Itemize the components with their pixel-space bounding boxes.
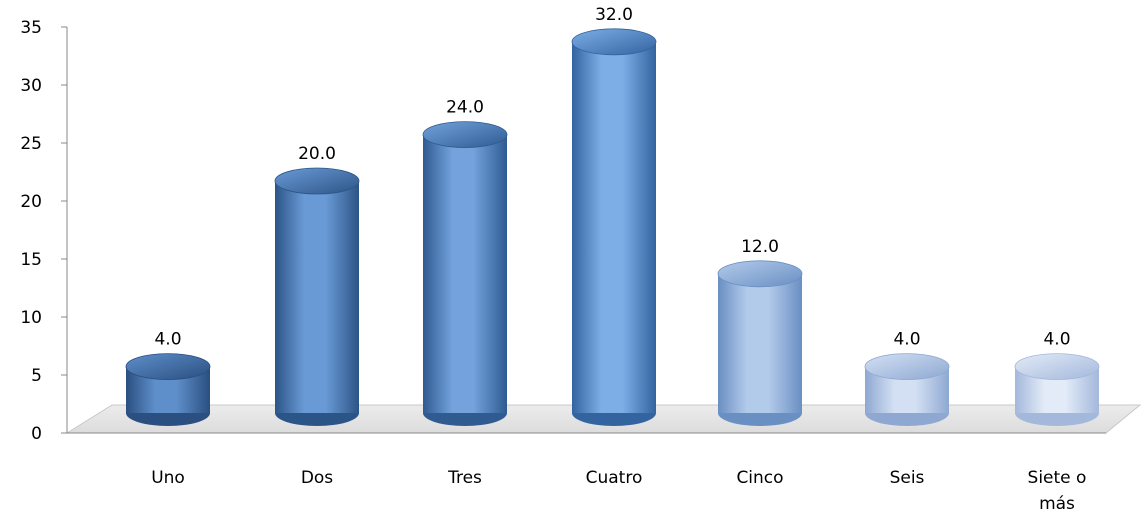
y-tick-label: 0 xyxy=(31,424,42,444)
y-tick-label: 30 xyxy=(20,76,42,96)
data-label: 4.0 xyxy=(1043,330,1070,350)
bar-body xyxy=(718,273,802,413)
x-tick-label: Cinco xyxy=(736,468,783,488)
bar-siete-o-más xyxy=(1014,353,1100,426)
bar-uno xyxy=(125,353,211,426)
data-label: 4.0 xyxy=(893,330,920,350)
y-tick-label: 35 xyxy=(20,18,42,38)
data-label: 20.0 xyxy=(298,144,336,164)
bar-body xyxy=(275,181,359,413)
bar-dos xyxy=(274,167,360,426)
bar-top xyxy=(422,121,508,149)
x-tick-label: Dos xyxy=(301,468,333,488)
x-tick-label: Siete o más xyxy=(1028,468,1087,514)
bar-cinco xyxy=(717,260,803,426)
x-tick-label: Uno xyxy=(151,468,185,488)
y-tick-label: 5 xyxy=(31,366,42,386)
bar-top xyxy=(1014,353,1100,381)
y-tick-label: 25 xyxy=(20,134,42,154)
x-tick-label: Tres xyxy=(447,468,482,488)
y-tick-label: 20 xyxy=(20,192,42,212)
bar-top xyxy=(125,353,211,381)
data-label: 12.0 xyxy=(741,237,779,257)
bar-seis xyxy=(864,353,950,426)
y-tick-label: 10 xyxy=(20,308,42,328)
data-label: 4.0 xyxy=(154,330,181,350)
bar-top xyxy=(274,167,360,195)
bar-body xyxy=(423,134,507,413)
x-tick-label: Seis xyxy=(890,468,925,488)
y-tick-label: 15 xyxy=(20,250,42,270)
bar-top xyxy=(864,353,950,381)
data-label: 24.0 xyxy=(446,98,484,118)
bar-cuatro xyxy=(571,28,657,426)
x-tick-label: Cuatro xyxy=(586,468,643,488)
bar-tres xyxy=(422,121,508,426)
bar-body xyxy=(572,41,656,414)
bar-top xyxy=(717,260,803,288)
data-label: 32.0 xyxy=(595,5,633,25)
bar-top xyxy=(571,28,657,56)
